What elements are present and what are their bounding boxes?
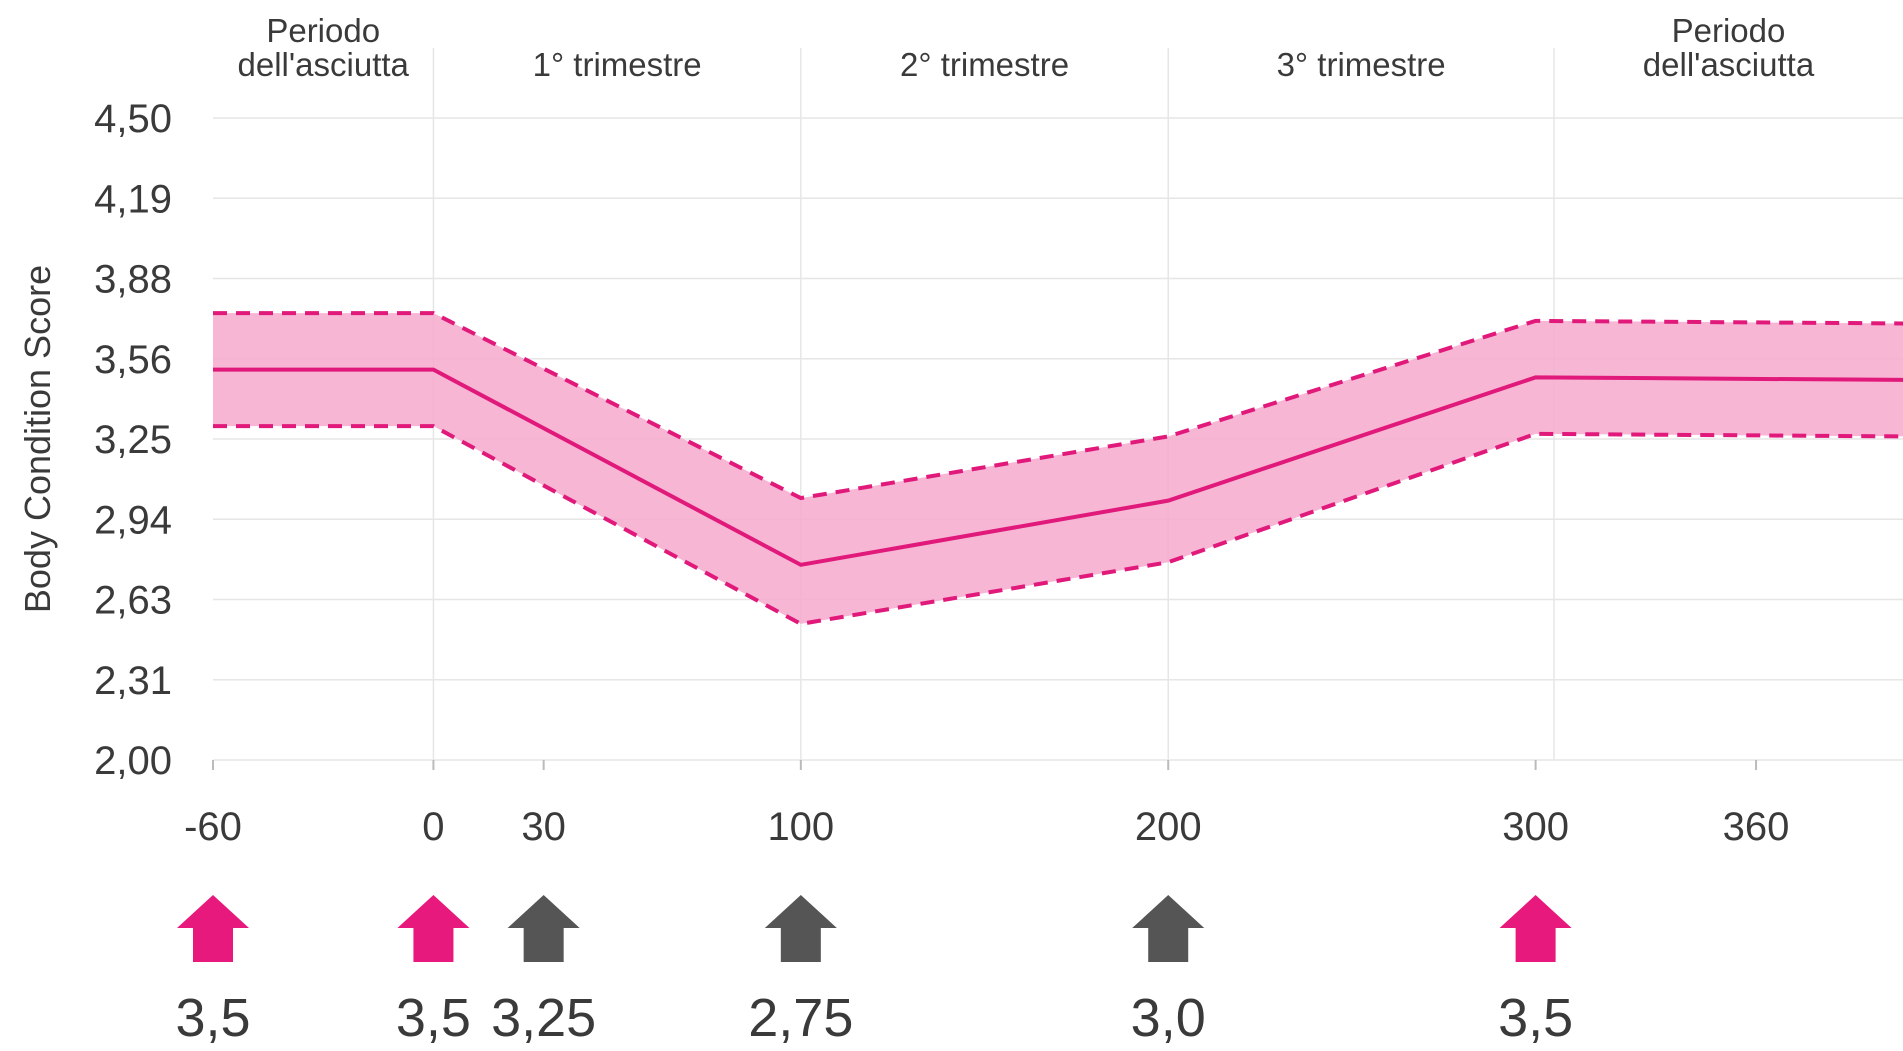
period-label: 1° trimestre xyxy=(533,46,702,83)
x-tick-label: 100 xyxy=(767,805,834,849)
y-tick-label: 2,94 xyxy=(94,498,172,542)
y-tick-label: 2,63 xyxy=(94,579,172,623)
period-label: 2° trimestre xyxy=(900,46,1069,83)
marker-value-label: 3,5 xyxy=(396,988,471,1046)
x-tick-label: 300 xyxy=(1502,805,1569,849)
period-label: 3° trimestre xyxy=(1277,46,1446,83)
marker-value-label: 2,75 xyxy=(748,988,853,1046)
marker-value-label: 3,5 xyxy=(175,988,250,1046)
y-tick-label: 3,25 xyxy=(94,418,172,462)
x-tick-label: 30 xyxy=(521,805,566,849)
x-tick-label: -60 xyxy=(184,805,242,849)
x-tick-label: 200 xyxy=(1135,805,1202,849)
y-tick-label: 4,50 xyxy=(94,97,172,141)
up-arrow-icon xyxy=(397,895,470,962)
up-arrow-icon xyxy=(764,895,837,962)
y-tick-label: 2,00 xyxy=(94,739,172,783)
tolerance-band xyxy=(213,313,1903,624)
marker-value-label: 3,5 xyxy=(1498,988,1573,1046)
x-tick-label: 0 xyxy=(422,805,444,849)
period-label: Periodo dell'asciutta xyxy=(1643,12,1815,83)
y-tick-label: 2,31 xyxy=(94,659,172,703)
up-arrow-icon xyxy=(1499,895,1572,962)
lower-bound-line xyxy=(213,424,1903,626)
y-tick-label: 3,56 xyxy=(94,338,172,382)
y-axis-title: Body Condition Score xyxy=(17,265,58,613)
period-label: Periodo dell'asciutta xyxy=(238,12,410,83)
marker-value-label: 3,0 xyxy=(1131,988,1206,1046)
up-arrow-icon xyxy=(507,895,580,962)
up-arrow-icon xyxy=(177,895,249,962)
x-tick-label: 360 xyxy=(1723,805,1790,849)
y-tick-label: 4,19 xyxy=(94,177,172,221)
upper-bound-line xyxy=(213,311,1903,501)
target-bcs-line xyxy=(213,367,1903,567)
marker-value-label: 3,25 xyxy=(491,988,596,1046)
up-arrow-icon xyxy=(1132,895,1205,962)
y-tick-label: 3,88 xyxy=(94,258,172,302)
